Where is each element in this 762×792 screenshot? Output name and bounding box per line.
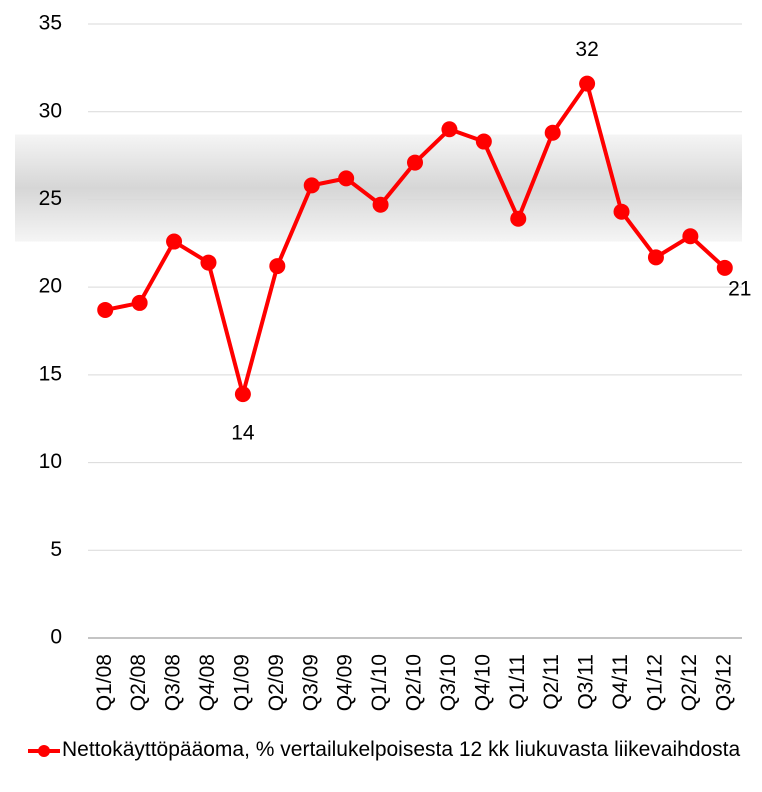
data-point — [544, 124, 561, 141]
data-point — [579, 75, 596, 92]
y-tick-label: 30 — [39, 99, 62, 122]
legend-label: Nettokäyttöpääoma, % vertailukelpoisesta… — [62, 738, 741, 761]
data-point — [97, 301, 114, 318]
data-point — [131, 294, 148, 311]
x-tick-label: Q2/10 — [403, 654, 426, 711]
x-tick-label: Q4/09 — [334, 654, 357, 711]
x-tick-label: Q2/09 — [265, 654, 288, 711]
y-tick-label: 25 — [39, 187, 62, 210]
data-point — [475, 133, 492, 150]
data-point — [200, 254, 217, 271]
data-point — [269, 258, 286, 275]
x-tick-label: Q1/12 — [643, 654, 666, 711]
x-tick-label: Q3/11 — [575, 654, 598, 710]
data-label: 32 — [575, 38, 598, 61]
x-tick-label: Q2/08 — [127, 654, 150, 711]
y-tick-label: 35 — [39, 12, 62, 35]
data-point — [372, 196, 389, 213]
x-tick-label: Q1/08 — [93, 654, 116, 711]
x-tick-label: Q4/10 — [471, 654, 494, 711]
data-point — [407, 154, 423, 171]
data-label: 14 — [231, 422, 255, 445]
data-point — [716, 259, 733, 276]
y-tick-label: 10 — [39, 450, 62, 473]
x-tick-label: Q2/12 — [678, 654, 701, 711]
x-tick-label: Q3/10 — [437, 654, 460, 711]
x-tick-label: Q4/11 — [609, 654, 632, 710]
data-point — [510, 210, 527, 227]
data-point — [647, 249, 664, 266]
data-point — [234, 386, 251, 403]
y-tick-label: 0 — [50, 626, 62, 649]
x-tick-label: Q3/09 — [299, 654, 322, 711]
data-point — [166, 233, 183, 250]
x-tick-label: Q4/08 — [196, 654, 219, 711]
x-tick-label: Q1/09 — [230, 654, 253, 711]
data-point — [338, 170, 355, 187]
y-tick-label: 5 — [50, 538, 62, 561]
data-point — [613, 203, 630, 220]
y-tick-label: 15 — [39, 362, 62, 385]
shaded-range — [15, 134, 742, 242]
data-point — [441, 121, 458, 138]
data-point — [682, 228, 699, 245]
data-label: 21 — [728, 277, 751, 300]
data-point — [303, 177, 320, 194]
y-tick-label: 20 — [39, 275, 62, 298]
x-tick-label: Q3/12 — [712, 654, 735, 711]
x-tick-label: Q1/11 — [506, 654, 529, 710]
legend-marker — [38, 745, 50, 757]
x-tick-label: Q1/10 — [368, 654, 391, 711]
x-tick-label: Q3/08 — [162, 654, 185, 711]
x-tick-label: Q2/11 — [540, 654, 563, 710]
